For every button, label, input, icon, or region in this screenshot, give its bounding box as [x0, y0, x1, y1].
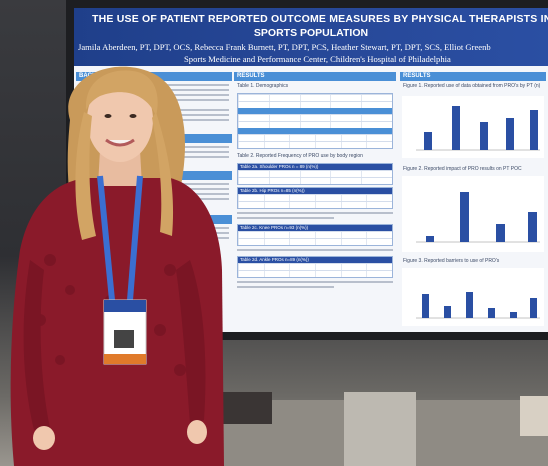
text-line [79, 232, 229, 234]
table-shoulder: Table 2a. Shoulder PROs n = 89 (n(%)) [237, 163, 393, 185]
text-line [79, 94, 229, 96]
text-line [237, 212, 393, 214]
table-2b-header: Table 2b. Hip PROs n=85 (n(%)) [238, 188, 392, 194]
text-line [79, 119, 229, 121]
figure-2-caption: Figure 2. Reported impact of PRO results… [403, 166, 522, 172]
section-bar-left-3 [76, 171, 232, 180]
text-line [79, 146, 229, 148]
figure-3 [402, 268, 544, 326]
section-results-right: RESULTS [400, 72, 546, 81]
figure-2-bar-3 [496, 224, 505, 242]
figure-3-svg [416, 292, 540, 319]
text-line [79, 104, 173, 106]
text-line [79, 227, 229, 229]
text-line [237, 249, 393, 251]
text-line [79, 193, 229, 195]
text-line [79, 109, 229, 111]
text-line [79, 198, 229, 200]
text-line [79, 183, 229, 185]
poster-affiliation: Sports Medicine and Performance Center, … [184, 54, 451, 64]
text-line [237, 281, 393, 283]
text-line [79, 89, 229, 91]
figure-3-bar-3 [466, 292, 473, 318]
figure-2-svg [416, 192, 540, 243]
research-poster: THE USE OF PATIENT REPORTED OUTCOME MEAS… [74, 8, 548, 332]
figure-3-bar-4 [488, 308, 495, 318]
figure-1-svg [416, 106, 540, 151]
figure-2-bar-2 [460, 192, 469, 242]
poster-authors: Jamila Aberdeen, PT, DPT, OCS, Rebecca F… [78, 42, 491, 52]
table-2c-header: Table 2c. Knee PROs n=93 (n(%)) [238, 225, 392, 231]
text-line [79, 114, 229, 116]
poster-title: THE USE OF PATIENT REPORTED OUTCOME MEAS… [92, 13, 548, 25]
figure-1-bar-2 [452, 106, 460, 150]
figure-1-bar-5 [530, 110, 538, 150]
text-line [79, 156, 229, 158]
figure-1 [402, 96, 544, 158]
poster-column-left: BACKG [76, 72, 232, 328]
figure-3-bar-1 [422, 294, 429, 318]
figure-3-bar-5 [510, 312, 517, 318]
text-line [79, 188, 229, 190]
figure-1-bar-4 [506, 118, 514, 150]
section-bar-left-2 [76, 134, 232, 143]
table-ankle: Table 2d. Ankle PROs n=89 (n(%)) [237, 256, 393, 278]
text-line [237, 286, 335, 288]
section-results-middle: RESULTS [234, 72, 396, 81]
section-background: BACKG [76, 72, 232, 81]
section-bar-left-4 [76, 215, 232, 224]
table-hip: Table 2b. Hip PROs n=85 (n(%)) [237, 187, 393, 209]
table-knee: Table 2c. Knee PROs n=93 (n(%)) [237, 224, 393, 246]
figure-1-bar-3 [480, 122, 488, 150]
table-2a-header: Table 2a. Shoulder PROs n = 89 (n(%)) [238, 164, 392, 170]
figure-2-bar-1 [426, 236, 434, 242]
poster-title-line-2: SPORTS POPULATION [253, 27, 369, 39]
figure-1-caption: Figure 1. Reported use of data obtained … [403, 83, 541, 89]
table-2-caption: Table 2. Reported Frequency of PRO use b… [237, 153, 363, 159]
poster-header: THE USE OF PATIENT REPORTED OUTCOME MEAS… [74, 8, 548, 66]
text-line [79, 99, 229, 101]
table-demographics [237, 93, 393, 149]
figure-3-bar-6 [530, 298, 537, 318]
figure-1-bar-1 [424, 132, 432, 150]
text-line [79, 151, 229, 153]
text-line [79, 242, 173, 244]
poster-column-middle: RESULTS Table 1. Demographics Table 2. R… [234, 72, 396, 328]
table-1-caption: Table 1. Demographics [237, 83, 289, 89]
text-line [79, 237, 229, 239]
poster-column-right: RESULTS Figure 1. Reported use of data o… [400, 72, 546, 328]
figure-3-bar-2 [444, 306, 451, 318]
figure-3-caption: Figure 3. Reported barriers to use of PR… [403, 258, 500, 264]
table-2d-header: Table 2d. Ankle PROs n=89 (n(%)) [238, 257, 392, 263]
text-line [237, 217, 335, 219]
figure-2 [402, 176, 544, 252]
text-line [79, 84, 229, 86]
figure-2-bar-4 [528, 212, 537, 242]
